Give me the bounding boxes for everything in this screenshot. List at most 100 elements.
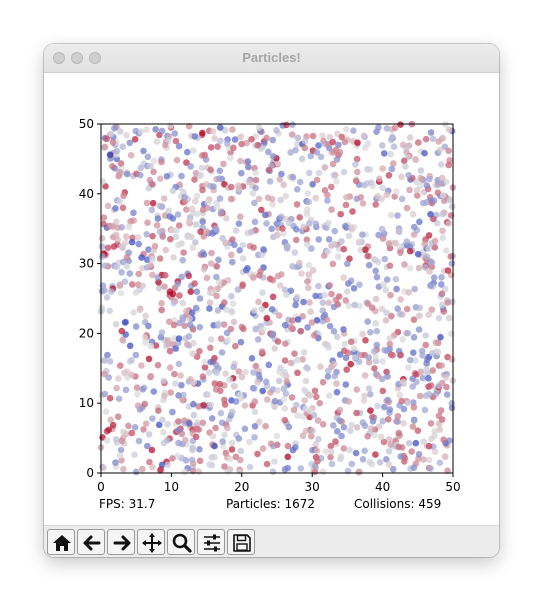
particle-point	[189, 446, 196, 454]
particle-point	[190, 411, 198, 419]
particle-point	[311, 468, 319, 476]
particle-point	[221, 431, 228, 439]
particle-point	[304, 324, 311, 331]
particle-point	[354, 139, 361, 146]
y-tick-label: 40	[79, 187, 94, 201]
particle-point	[269, 293, 277, 301]
particle-point	[276, 282, 284, 289]
particle-point	[228, 251, 235, 259]
forward-button[interactable]	[107, 529, 135, 555]
particle-point	[136, 306, 144, 314]
particle-point	[218, 349, 226, 356]
particle-point	[345, 232, 353, 240]
configure-subplots-button[interactable]	[197, 529, 225, 555]
particle-point	[406, 186, 413, 194]
particle-point	[174, 453, 181, 460]
particle-point	[337, 455, 344, 463]
particle-point	[241, 402, 249, 409]
particle-point	[172, 233, 180, 241]
maximize-window-button[interactable]	[89, 52, 101, 64]
particle-point	[144, 219, 151, 226]
close-window-button[interactable]	[53, 52, 65, 64]
zoom-button[interactable]	[167, 529, 195, 555]
particle-point	[179, 256, 186, 264]
particle-point	[412, 156, 419, 164]
particle-point	[154, 215, 162, 222]
particle-point	[102, 183, 109, 190]
particle-point	[379, 387, 387, 395]
particle-point	[185, 122, 193, 130]
particle-point	[379, 142, 386, 149]
particle-point	[178, 273, 185, 281]
particle-point	[207, 401, 215, 409]
particle-point	[340, 445, 348, 452]
particle-point	[226, 376, 234, 383]
particle-point	[209, 432, 217, 440]
particle-point	[192, 239, 199, 246]
particle-point	[200, 266, 208, 273]
particle-point	[269, 152, 277, 160]
particle-point	[448, 260, 456, 267]
particle-point	[387, 150, 394, 158]
particle-point	[103, 437, 111, 444]
particle-point	[315, 169, 323, 177]
particle-point	[437, 333, 444, 341]
particle-point	[422, 341, 430, 349]
pan-button[interactable]	[137, 529, 165, 555]
particle-point	[269, 136, 277, 144]
particle-point	[287, 287, 295, 295]
particle-point	[281, 466, 289, 473]
particle-point	[123, 233, 130, 240]
particle-point	[155, 407, 162, 415]
particle-point	[330, 303, 338, 311]
particle-point	[365, 385, 373, 392]
particle-point	[132, 468, 140, 476]
particle-point	[396, 310, 404, 318]
particle-point	[397, 351, 405, 359]
particle-point	[135, 240, 142, 248]
particle-point	[234, 286, 242, 293]
particle-point	[425, 375, 432, 382]
particle-point	[252, 184, 259, 192]
particle-point	[329, 138, 337, 146]
particle-point	[149, 415, 156, 422]
particle-point	[256, 272, 263, 279]
particle-point	[403, 204, 411, 212]
particle-point	[438, 274, 445, 281]
particle-point	[119, 258, 127, 266]
particle-point	[99, 253, 106, 260]
arrow-right-icon	[113, 535, 131, 551]
particle-point	[388, 136, 395, 144]
home-icon	[53, 535, 71, 551]
home-button[interactable]	[47, 529, 75, 555]
particle-point	[347, 360, 355, 368]
title-bar[interactable]: Particles!	[44, 44, 499, 73]
particle-point	[198, 164, 206, 172]
back-button[interactable]	[77, 529, 105, 555]
particle-point	[436, 146, 444, 154]
minimize-window-button[interactable]	[71, 52, 83, 64]
particle-point	[437, 407, 445, 414]
particle-point	[217, 137, 224, 145]
particle-point	[145, 246, 152, 253]
particle-point	[215, 256, 222, 264]
window-title: Particles!	[242, 50, 301, 65]
particle-point	[187, 163, 194, 170]
particle-point	[207, 358, 215, 366]
particle-point	[137, 164, 145, 172]
particle-point	[415, 450, 423, 458]
particle-point	[369, 418, 377, 425]
particle-point	[274, 231, 281, 239]
particle-point	[423, 182, 431, 189]
particle-point	[391, 124, 399, 132]
particle-point	[297, 465, 305, 472]
figure-canvas[interactable]: 0 10 20 30 40 50 0 10 20 30 40 50 FPS: 31.7 Particl…	[44, 73, 499, 525]
particle-point	[409, 210, 417, 218]
particle-point	[109, 139, 117, 146]
particle-point	[308, 319, 316, 326]
particle-point	[175, 335, 183, 342]
save-figure-button[interactable]	[227, 529, 255, 555]
particle-point	[236, 247, 243, 254]
particle-scatter-plot[interactable]: 0 10 20 30 40 50 0 10 20 30 40 50 FPS: 31.7 Particl…	[44, 73, 499, 525]
particle-point	[128, 371, 135, 379]
